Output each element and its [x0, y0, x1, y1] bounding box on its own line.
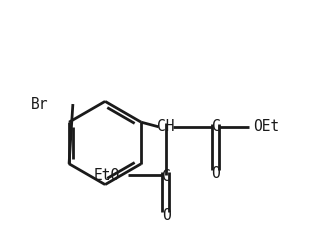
Text: CH: CH — [157, 119, 175, 134]
Text: O: O — [212, 166, 220, 181]
Text: O: O — [162, 208, 171, 223]
Text: C: C — [212, 119, 220, 134]
Text: Br: Br — [31, 96, 49, 112]
Text: OEt: OEt — [253, 119, 279, 134]
Text: EtO: EtO — [94, 168, 120, 183]
Text: C: C — [162, 169, 171, 184]
